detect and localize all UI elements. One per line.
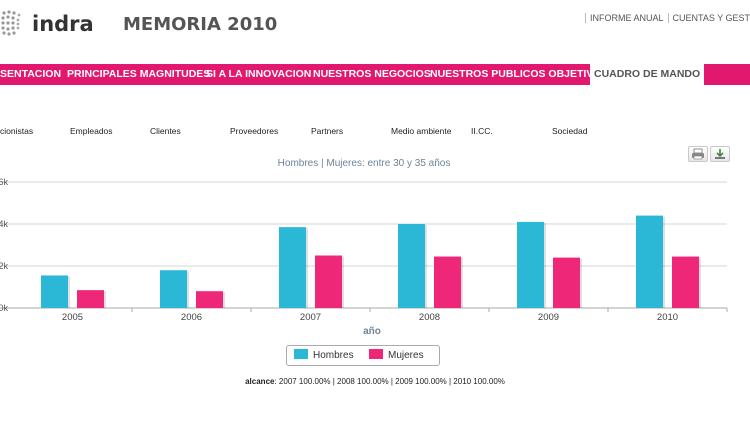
top-link-informe-anual[interactable]: INFORME ANUAL bbox=[585, 13, 668, 23]
subnav-medio-ambiente[interactable]: Medio ambiente bbox=[391, 126, 452, 136]
download-button[interactable] bbox=[710, 146, 730, 162]
x-tick-label: 2007 bbox=[300, 312, 321, 323]
nav-item-innovacion[interactable]: SI A LA INNOVACION bbox=[206, 68, 312, 80]
legend-label-mujeres: Mujeres bbox=[388, 350, 424, 361]
nav-item-presentacion[interactable]: SENTACION bbox=[0, 68, 62, 80]
subnav-iicc[interactable]: II.CC. bbox=[471, 126, 493, 136]
y-tick-label: 0k bbox=[0, 303, 8, 313]
bar-mujeres-2005 bbox=[77, 290, 104, 308]
bar-hombres-2010 bbox=[636, 215, 663, 308]
x-tick-label: 2006 bbox=[181, 312, 202, 323]
legend-swatch-mujeres bbox=[369, 349, 383, 359]
main-nav: SENTACION PRINCIPALES MAGNITUDES SI A LA… bbox=[0, 64, 750, 85]
print-button[interactable] bbox=[688, 146, 708, 162]
y-tick-label: 6k bbox=[0, 177, 8, 187]
chart-legend: Hombres Mujeres bbox=[286, 345, 440, 366]
bar-hombres-2009 bbox=[517, 221, 544, 308]
subnav-sociedad[interactable]: Sociedad bbox=[552, 126, 588, 136]
chart-title: Hombres | Mujeres: entre 30 y 35 años bbox=[277, 158, 451, 169]
x-axis-ticks: 2005 2006 2007 2008 2009 2010 bbox=[62, 308, 728, 323]
alcance-note: alcance: 2007 100.00% | 2008 100.00% | 2… bbox=[0, 377, 750, 386]
chart-grid bbox=[0, 181, 727, 309]
x-axis-label: año bbox=[363, 326, 381, 337]
nav-item-publicos-objetivo[interactable]: NUESTROS PUBLICOS OBJETIVO bbox=[430, 68, 602, 80]
bar-mujeres-2010 bbox=[672, 256, 699, 308]
x-tick-label: 2005 bbox=[62, 312, 83, 323]
legend-swatch-hombres bbox=[294, 349, 308, 359]
logo-text: indra bbox=[32, 12, 94, 36]
print-icon bbox=[692, 148, 704, 160]
subnav-clientes[interactable]: Clientes bbox=[150, 126, 181, 136]
top-link-cuentas[interactable]: CUENTAS Y GESTIO bbox=[667, 13, 750, 23]
bar-hombres-2006 bbox=[160, 270, 187, 308]
bar-mujeres-2006 bbox=[196, 291, 223, 308]
indra-logo-icon bbox=[1, 10, 21, 36]
alcance-label: alcance bbox=[245, 377, 275, 386]
y-tick-label: 2k bbox=[0, 261, 8, 271]
subnav-proveedores[interactable]: Proveedores bbox=[230, 126, 279, 136]
x-tick-label: 2008 bbox=[419, 312, 440, 323]
bar-hombres-2007 bbox=[279, 227, 306, 308]
nav-item-nuestros-negocios[interactable]: NUESTROS NEGOCIOS bbox=[313, 68, 431, 80]
subnav-empleados[interactable]: Empleados bbox=[70, 126, 113, 136]
report-title: MEMORIA 2010 bbox=[123, 14, 278, 35]
download-icon bbox=[715, 149, 725, 159]
legend-label-hombres: Hombres bbox=[313, 350, 354, 361]
subnav-partners[interactable]: Partners bbox=[311, 126, 344, 136]
bar-hombres-2008 bbox=[398, 224, 425, 308]
nav-item-cuadro-de-mando[interactable]: CUADRO DE MANDO bbox=[590, 64, 705, 85]
nav-item-principales-magnitudes[interactable]: PRINCIPALES MAGNITUDES bbox=[67, 68, 211, 80]
bar-mujeres-2009 bbox=[553, 257, 580, 308]
x-tick-label: 2009 bbox=[538, 312, 559, 323]
x-tick-label: 2010 bbox=[657, 312, 678, 323]
header: indra MEMORIA 2010 INFORME ANUAL CUENTAS … bbox=[0, 0, 750, 64]
alcance-text: : 2007 100.00% | 2008 100.00% | 2009 100… bbox=[274, 377, 505, 386]
subnav-accionistas[interactable]: cionistas bbox=[0, 126, 34, 136]
bar-chart: 0k 2k 4k 6k 2005 2006 2007 2008 2009 2010 año bbox=[0, 177, 728, 337]
y-axis-ticks: 0k 2k 4k 6k bbox=[0, 177, 8, 313]
chart-bars bbox=[41, 215, 701, 308]
bar-mujeres-2007 bbox=[315, 255, 342, 308]
y-tick-label: 4k bbox=[0, 219, 8, 229]
bar-mujeres-2008 bbox=[434, 256, 461, 308]
bar-hombres-2005 bbox=[41, 275, 68, 308]
legend-item-mujeres[interactable]: Mujeres bbox=[369, 349, 424, 361]
legend-item-hombres[interactable]: Hombres bbox=[294, 349, 354, 361]
